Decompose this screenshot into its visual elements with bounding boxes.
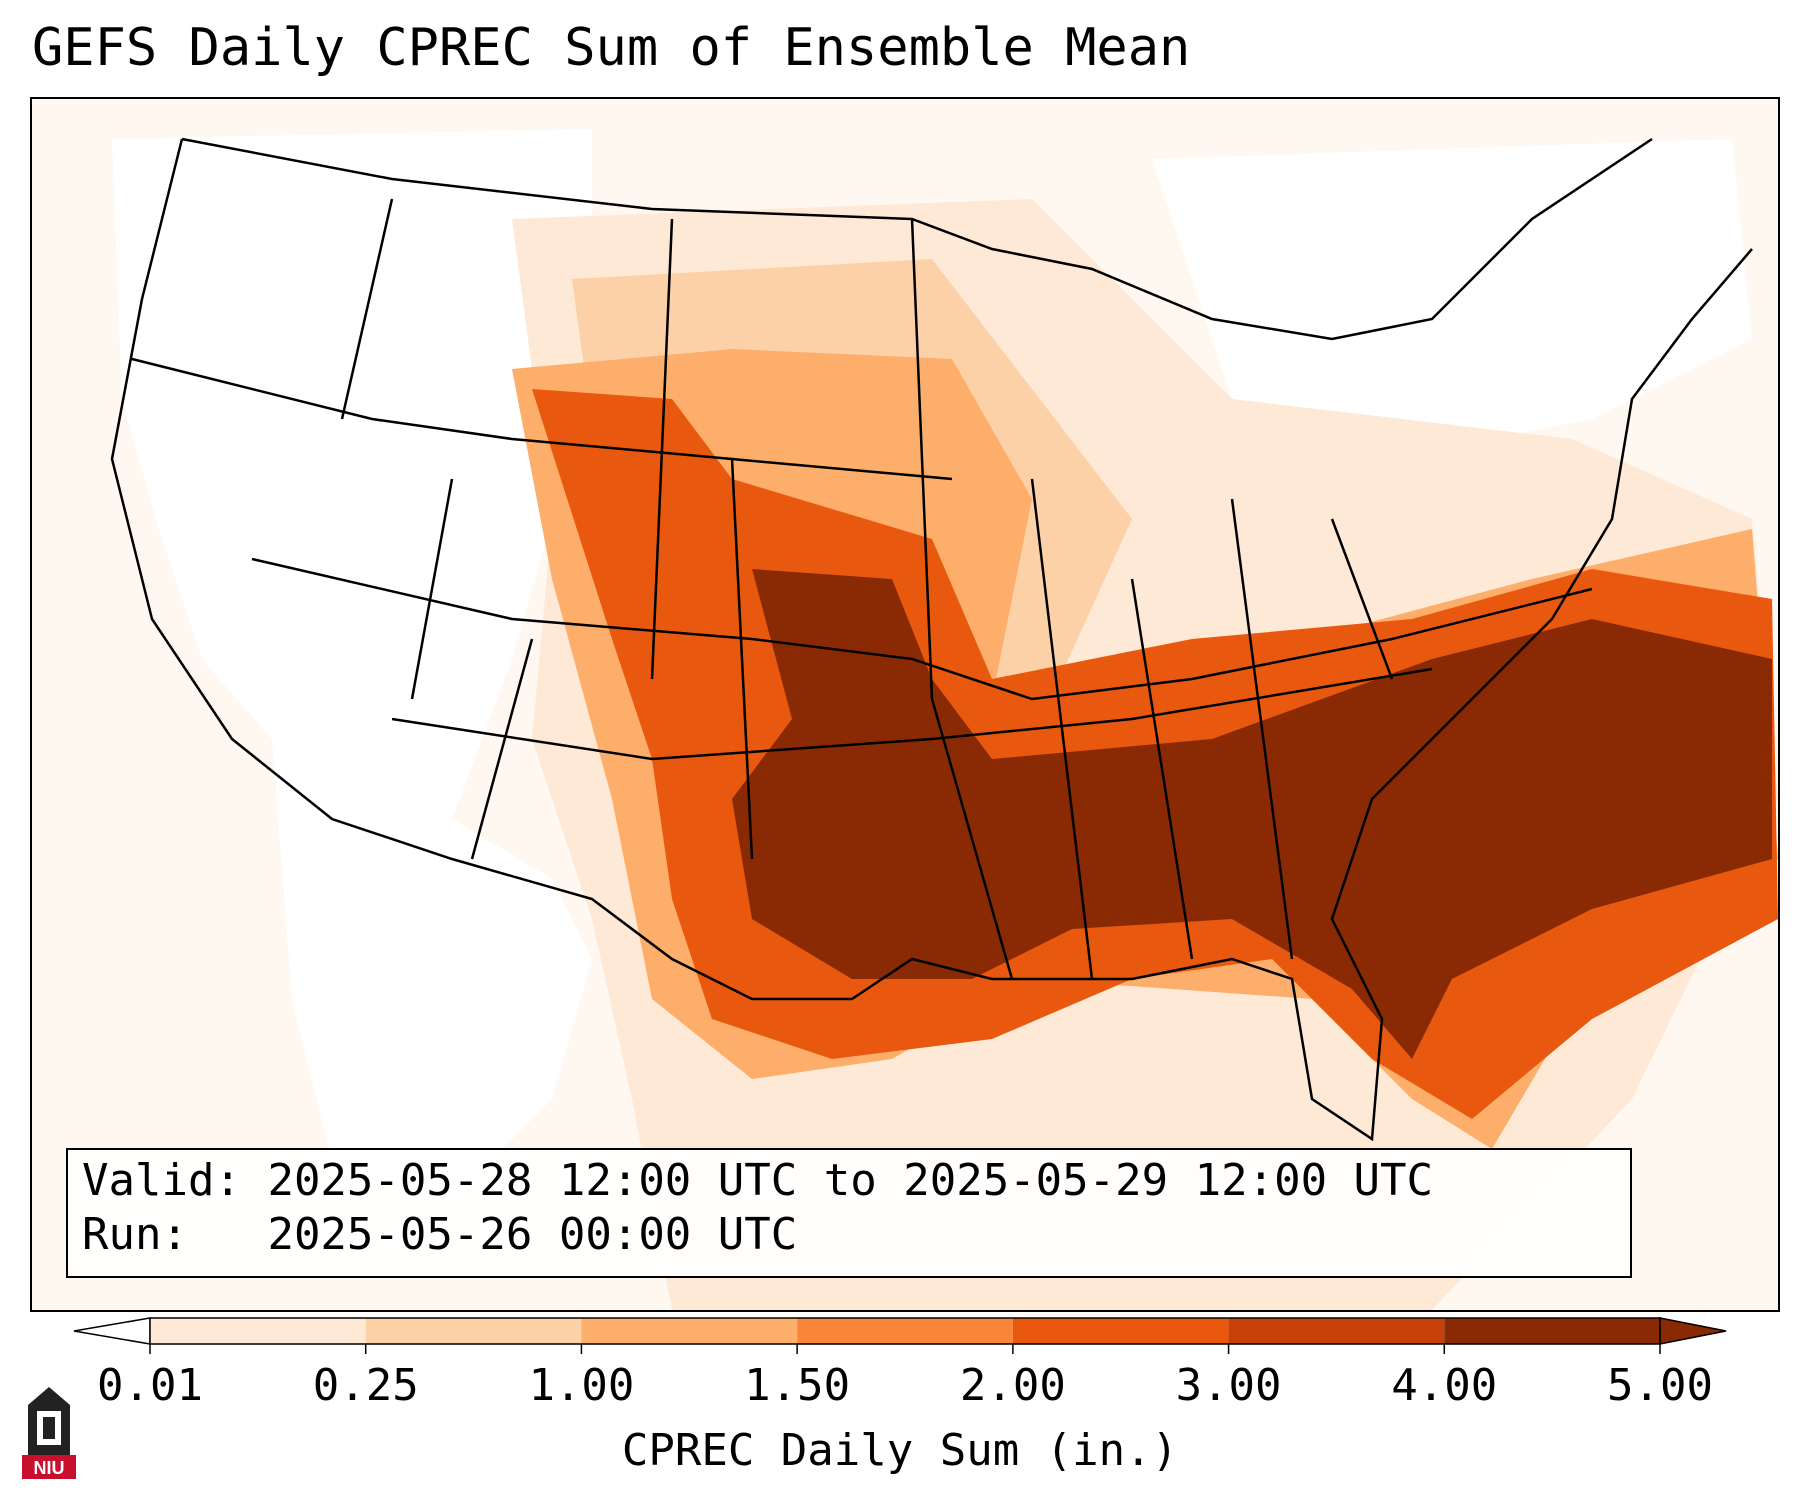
run-value: 2025-05-26 00:00 UTC (267, 1209, 798, 1260)
colorbar-segment (1228, 1318, 1445, 1344)
dry-southwest (272, 739, 592, 1199)
run-label: Run: (82, 1209, 188, 1260)
valid-row: Valid: 2025-05-28 12:00 UTC to 2025-05-2… (82, 1154, 1616, 1208)
colorbar-tick-label: 0.01 (97, 1360, 203, 1411)
colorbar-tick-label: 3.00 (1175, 1360, 1282, 1411)
run-row: Run: 2025-05-26 00:00 UTC (82, 1208, 1616, 1262)
colorbar-tick-label: 0.25 (312, 1360, 419, 1411)
colorbar-segment (150, 1318, 366, 1344)
state-borders (110, 137, 1753, 1142)
colorbar-extend-high (1659, 1317, 1727, 1345)
map-canvas (32, 99, 1778, 1310)
colorbar-outline (149, 1317, 1661, 1345)
precip-extreme (732, 569, 1772, 1059)
precip-map (30, 97, 1780, 1312)
colorbar (73, 1317, 1727, 1354)
valid-label: Valid: (82, 1155, 241, 1206)
svg-text:NIU: NIU (34, 1458, 65, 1478)
colorbar-segment (1444, 1318, 1660, 1344)
colorbar-extend-low (73, 1317, 151, 1345)
colorbar-tick-label: 4.00 (1391, 1360, 1498, 1411)
niu-logo: NIU (22, 1387, 76, 1479)
map-title: GEFS Daily CPREC Sum of Ensemble Mean (32, 18, 1191, 78)
dry-west (112, 129, 592, 819)
colorbar-segment (1012, 1318, 1229, 1344)
colorbar-tick-label: 5.00 (1607, 1360, 1713, 1411)
colorbar-segment (581, 1318, 798, 1344)
colorbar-segment (365, 1318, 582, 1344)
colorbar-tick-label: 1.00 (528, 1360, 635, 1411)
colorbar-tick-label: 2.00 (959, 1360, 1066, 1411)
valid-value: 2025-05-28 12:00 UTC to 2025-05-29 12:00… (267, 1155, 1434, 1206)
valid-run-infobox: Valid: 2025-05-28 12:00 UTC to 2025-05-2… (66, 1148, 1632, 1278)
colorbar-label: CPREC Daily Sum (in.) (621, 1425, 1179, 1476)
colorbar-tick-label: 1.50 (744, 1360, 851, 1411)
colorbar-segment (797, 1318, 1013, 1344)
